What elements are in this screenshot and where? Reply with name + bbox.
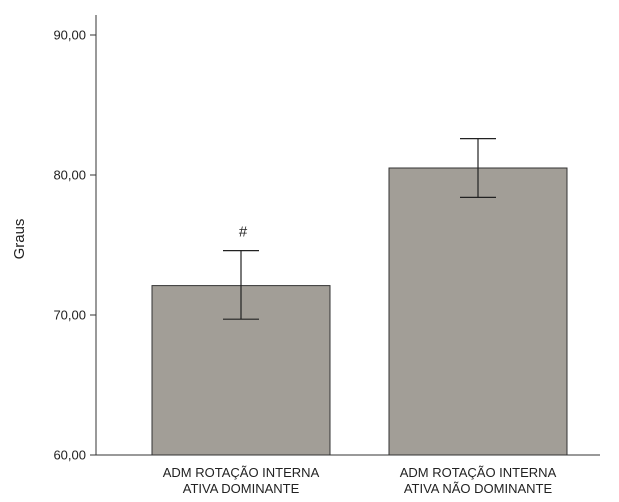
y-tick-label: 80,00 (53, 168, 86, 183)
y-tick-label: 60,00 (53, 448, 86, 463)
error-bar (223, 250, 259, 320)
x-category-label: ADM ROTAÇÃO INTERNA (400, 465, 557, 480)
y-axis-title: Graus (11, 219, 28, 260)
bar (388, 167, 568, 456)
x-category-label: ATIVA DOMINANTE (183, 481, 300, 496)
y-axis-ticks: 60,00 70,00 80,00 90,00 (53, 28, 96, 463)
bars: # (151, 138, 568, 456)
x-category-label: ADM ROTAÇÃO INTERNA (163, 465, 320, 480)
y-tick-label: 90,00 (53, 28, 86, 43)
error-bar (460, 138, 496, 198)
significance-annotation: # (239, 224, 248, 241)
x-category-label: ATIVA NÃO DOMINANTE (404, 481, 553, 496)
y-tick-label: 70,00 (53, 308, 86, 323)
